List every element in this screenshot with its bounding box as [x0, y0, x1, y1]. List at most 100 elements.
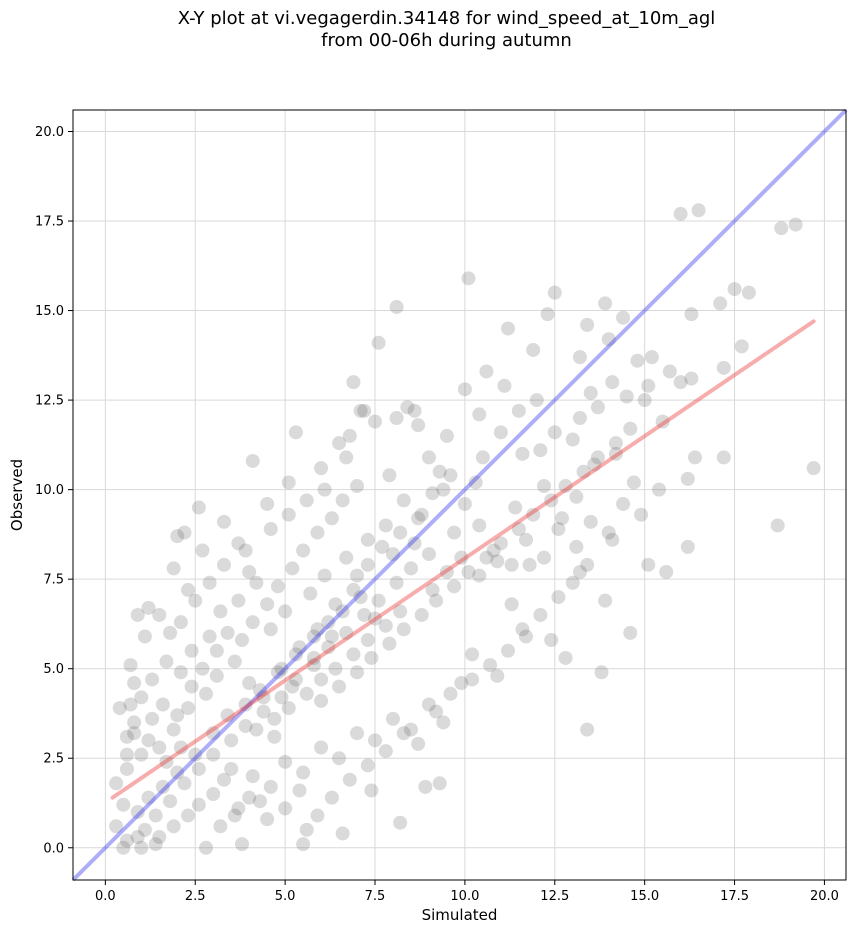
data-point: [245, 615, 260, 630]
data-point: [616, 310, 631, 325]
data-point: [166, 722, 181, 737]
y-tick-label: 2.5: [43, 752, 64, 767]
data-point: [472, 407, 487, 422]
data-point: [227, 808, 242, 823]
x-tick-label: 2.5: [185, 889, 206, 904]
data-point: [152, 740, 167, 755]
data-point: [152, 607, 167, 622]
data-point: [486, 543, 501, 558]
data-point: [770, 518, 785, 533]
data-point: [590, 400, 605, 415]
data-point: [328, 661, 343, 676]
data-point: [576, 464, 591, 479]
data-point: [447, 525, 462, 540]
data-point: [267, 729, 282, 744]
data-point: [630, 353, 645, 368]
x-tick-label: 17.5: [720, 889, 749, 904]
y-tick-label: 0.0: [43, 841, 64, 856]
data-point: [529, 393, 544, 408]
data-point: [522, 557, 537, 572]
data-point: [206, 747, 221, 762]
x-tick-label: 5.0: [275, 889, 296, 904]
data-point: [519, 532, 534, 547]
data-point: [389, 299, 404, 314]
data-point: [281, 475, 296, 490]
data-point: [364, 650, 379, 665]
data-point: [242, 676, 257, 691]
data-point: [159, 654, 174, 669]
data-point: [605, 375, 620, 390]
data-point: [141, 790, 156, 805]
data-point: [393, 815, 408, 830]
data-point: [569, 539, 584, 554]
data-point: [213, 819, 228, 834]
data-point: [346, 647, 361, 662]
data-point: [245, 453, 260, 468]
data-point: [148, 808, 163, 823]
data-point: [238, 719, 253, 733]
data-point: [716, 360, 731, 375]
data-point: [227, 654, 242, 669]
data-point: [145, 672, 160, 687]
data-point: [547, 425, 562, 440]
data-point: [407, 403, 422, 418]
data-point: [634, 507, 649, 522]
data-point: [371, 593, 386, 608]
data-point: [231, 536, 246, 551]
data-point: [209, 668, 224, 683]
data-point: [457, 496, 472, 511]
chart-title: X-Y plot at vi.vegagerdin.34148 for wind…: [0, 8, 856, 52]
data-point: [278, 754, 293, 769]
data-point: [536, 479, 551, 494]
data-point: [490, 554, 505, 569]
data-point: [317, 482, 332, 497]
data-point: [619, 389, 634, 404]
data-point: [601, 525, 616, 540]
data-point: [605, 532, 620, 547]
data-point: [119, 729, 134, 744]
data-point: [396, 622, 411, 637]
data-point: [357, 607, 372, 622]
data-point: [324, 790, 339, 805]
data-point: [501, 321, 516, 336]
regression-line: [110, 319, 816, 800]
data-point: [342, 428, 357, 443]
data-point: [242, 790, 257, 805]
data-point: [479, 550, 494, 565]
data-point: [461, 271, 476, 286]
data-point: [296, 543, 311, 558]
data-point: [260, 812, 275, 827]
data-point: [346, 582, 361, 597]
data-point: [421, 450, 436, 465]
data-point: [497, 378, 512, 393]
data-point: [191, 500, 206, 515]
data-point: [324, 629, 339, 644]
data-point: [281, 507, 296, 522]
data-point: [209, 643, 224, 658]
data-point: [389, 411, 404, 425]
data-point: [684, 371, 699, 386]
data-point: [217, 772, 232, 787]
data-point: [368, 733, 383, 748]
data-point: [274, 690, 289, 705]
data-point: [429, 704, 444, 719]
data-point: [220, 708, 235, 723]
data-point: [418, 779, 433, 794]
data-point: [551, 590, 566, 605]
data-point: [350, 479, 365, 494]
plot-frame: [72, 109, 847, 881]
data-point: [436, 482, 451, 497]
data-point: [314, 740, 329, 755]
data-point: [137, 822, 152, 837]
data-point: [533, 607, 548, 622]
data-point: [141, 733, 156, 748]
data-point: [598, 296, 613, 311]
data-point: [199, 840, 214, 855]
data-point: [314, 693, 329, 708]
chart-title-line1: X-Y plot at vi.vegagerdin.34148 for wind…: [177, 8, 716, 29]
data-point: [368, 414, 383, 429]
data-point: [224, 733, 239, 748]
data-point: [119, 833, 134, 848]
data-point: [332, 679, 347, 694]
data-point: [691, 203, 706, 218]
